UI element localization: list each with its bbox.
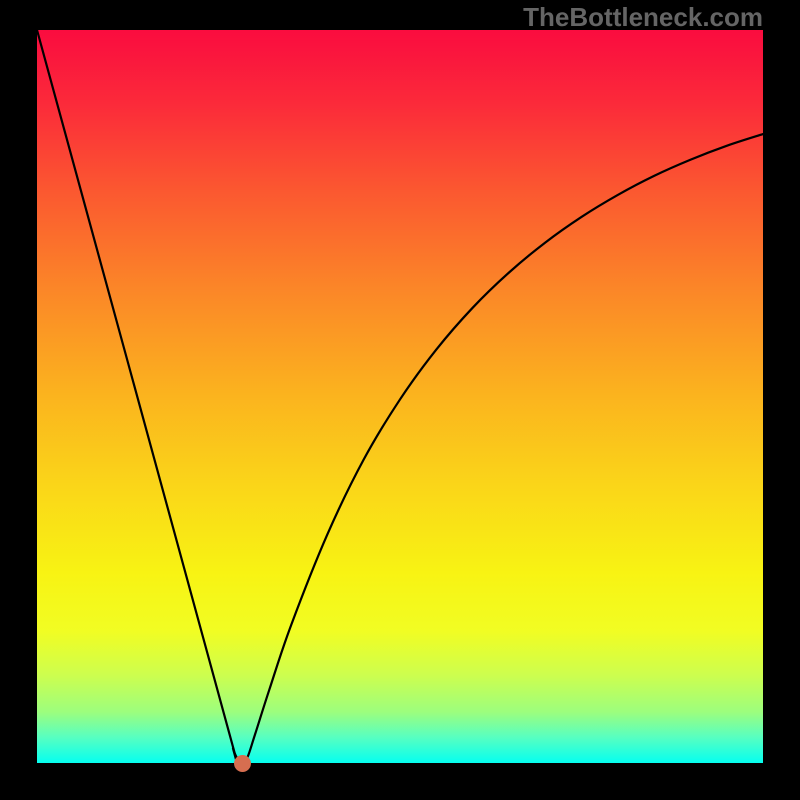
bottleneck-curve	[37, 30, 763, 763]
plot-area	[37, 30, 763, 763]
chart-container: TheBottleneck.com	[0, 0, 800, 800]
optimal-point-marker	[234, 755, 251, 772]
watermark-text: TheBottleneck.com	[523, 2, 763, 33]
